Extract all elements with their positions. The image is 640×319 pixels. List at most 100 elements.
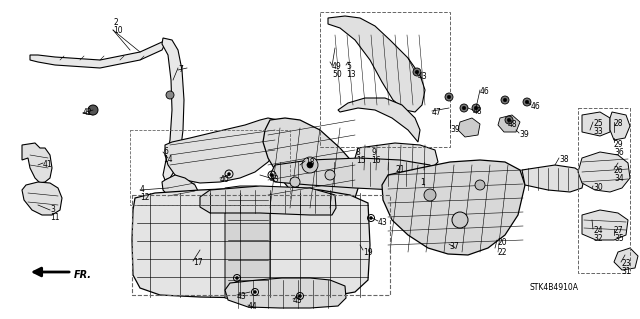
Circle shape xyxy=(474,106,478,110)
Circle shape xyxy=(472,104,480,112)
Polygon shape xyxy=(578,152,630,192)
Polygon shape xyxy=(458,118,480,137)
Circle shape xyxy=(505,116,513,124)
Polygon shape xyxy=(338,98,420,142)
Text: 32: 32 xyxy=(593,234,603,243)
Circle shape xyxy=(525,100,529,104)
Circle shape xyxy=(447,95,451,99)
Polygon shape xyxy=(582,112,610,136)
Text: 27: 27 xyxy=(614,226,623,235)
Text: FR.: FR. xyxy=(74,270,92,280)
Circle shape xyxy=(523,98,531,106)
Text: 33: 33 xyxy=(593,127,603,136)
Text: 43: 43 xyxy=(418,72,428,81)
Circle shape xyxy=(501,96,509,104)
Polygon shape xyxy=(522,165,585,192)
Circle shape xyxy=(475,180,485,190)
Text: 22: 22 xyxy=(497,248,506,257)
Bar xyxy=(130,130,290,205)
Text: 36: 36 xyxy=(614,148,624,157)
Text: 14: 14 xyxy=(163,155,173,164)
Text: 44: 44 xyxy=(248,302,258,311)
Text: 50: 50 xyxy=(332,70,342,79)
Text: 8: 8 xyxy=(356,148,361,157)
Text: 12: 12 xyxy=(140,193,150,202)
Text: 31: 31 xyxy=(621,267,630,276)
Text: 4: 4 xyxy=(140,185,145,194)
Text: 29: 29 xyxy=(614,140,623,149)
Text: 41: 41 xyxy=(43,160,52,169)
Text: 45: 45 xyxy=(293,296,303,305)
Polygon shape xyxy=(328,16,425,112)
Text: 24: 24 xyxy=(593,226,603,235)
Polygon shape xyxy=(263,118,360,210)
Text: 39: 39 xyxy=(450,125,460,134)
Text: 28: 28 xyxy=(614,119,623,128)
Text: 35: 35 xyxy=(614,234,624,243)
Text: 46: 46 xyxy=(480,87,490,96)
Polygon shape xyxy=(162,38,184,180)
Circle shape xyxy=(307,162,313,168)
Circle shape xyxy=(302,157,318,173)
Polygon shape xyxy=(355,143,438,172)
Circle shape xyxy=(298,294,301,298)
Circle shape xyxy=(424,189,436,201)
Circle shape xyxy=(325,170,335,180)
Circle shape xyxy=(503,98,507,102)
Text: 15: 15 xyxy=(356,156,365,165)
Polygon shape xyxy=(582,210,628,240)
Circle shape xyxy=(413,68,421,76)
Circle shape xyxy=(460,104,468,112)
Text: 48: 48 xyxy=(473,107,483,116)
Text: 46: 46 xyxy=(531,102,541,111)
Text: 23: 23 xyxy=(621,259,630,268)
Text: 25: 25 xyxy=(593,119,603,128)
Text: 13: 13 xyxy=(346,70,356,79)
Polygon shape xyxy=(162,175,200,208)
Text: 26: 26 xyxy=(614,166,623,175)
Bar xyxy=(320,12,450,147)
Circle shape xyxy=(452,212,468,228)
Polygon shape xyxy=(270,158,435,190)
Polygon shape xyxy=(22,182,62,215)
Text: 3: 3 xyxy=(50,205,55,214)
Text: 19: 19 xyxy=(363,248,372,257)
Polygon shape xyxy=(225,278,346,308)
Polygon shape xyxy=(225,186,270,300)
Bar xyxy=(578,108,630,273)
Text: 49: 49 xyxy=(332,62,342,71)
Polygon shape xyxy=(200,186,336,215)
Text: 1: 1 xyxy=(420,178,425,187)
Bar xyxy=(132,195,390,295)
Text: 20: 20 xyxy=(497,238,507,247)
Text: 17: 17 xyxy=(193,258,203,267)
Text: 34: 34 xyxy=(614,174,624,183)
Text: 43: 43 xyxy=(378,218,388,227)
Circle shape xyxy=(290,177,300,187)
Text: 21: 21 xyxy=(395,165,404,174)
Polygon shape xyxy=(22,143,52,183)
Text: 42: 42 xyxy=(83,108,93,117)
Text: 43: 43 xyxy=(237,292,247,301)
Text: 5: 5 xyxy=(346,62,351,71)
Text: 40: 40 xyxy=(220,175,230,184)
Circle shape xyxy=(88,105,98,115)
Circle shape xyxy=(415,70,419,74)
Circle shape xyxy=(236,277,239,279)
Text: 9: 9 xyxy=(371,148,376,157)
Circle shape xyxy=(369,217,372,219)
Text: 47: 47 xyxy=(432,108,442,117)
Polygon shape xyxy=(498,115,520,132)
Circle shape xyxy=(462,106,466,110)
Text: 18: 18 xyxy=(305,158,314,167)
Text: 38: 38 xyxy=(559,155,568,164)
Polygon shape xyxy=(165,118,283,183)
Circle shape xyxy=(271,174,273,176)
Polygon shape xyxy=(132,188,370,298)
Polygon shape xyxy=(382,160,525,255)
Circle shape xyxy=(445,93,453,101)
Text: 2: 2 xyxy=(113,18,118,27)
Text: 43: 43 xyxy=(270,175,280,184)
Circle shape xyxy=(507,118,511,122)
Polygon shape xyxy=(30,42,165,68)
